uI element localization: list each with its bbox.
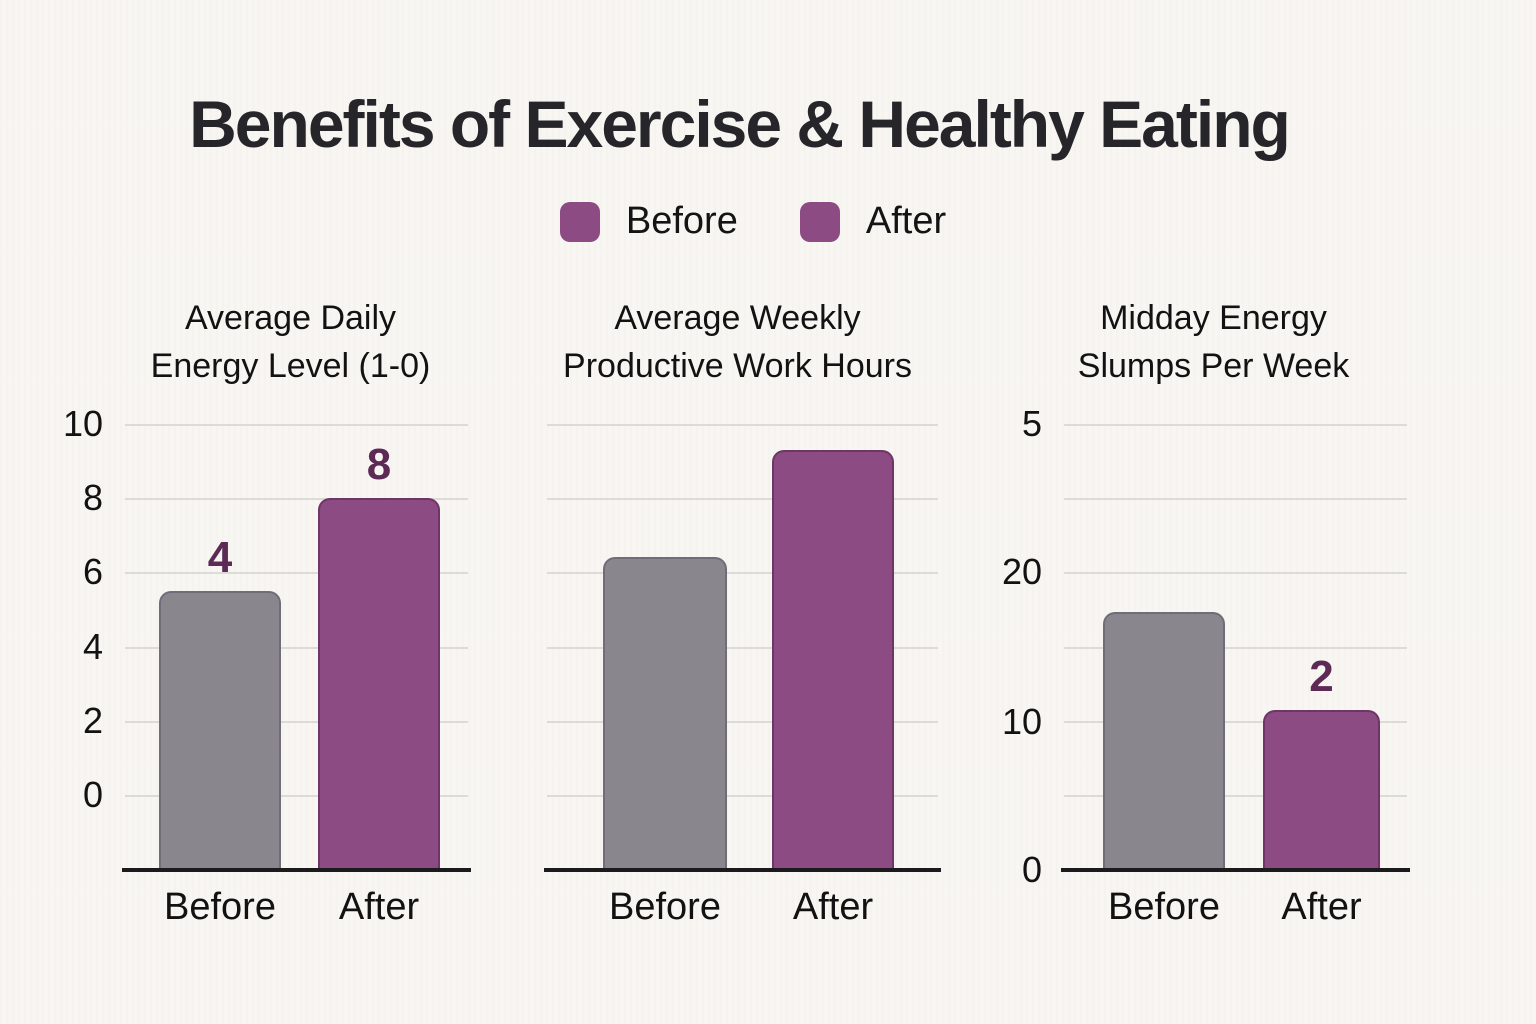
chart-2-x-axis-line (544, 868, 941, 872)
chart-2-x-label-before: Before (609, 886, 721, 928)
chart-3-bar-before (1103, 612, 1225, 870)
chart-3-title-line: Midday Energy (1100, 299, 1327, 337)
chart-1-x-label-before: Before (164, 886, 276, 928)
chart-2-gridline (547, 795, 938, 797)
chart-2-title: Average Weekly Productive Work Hours (412, 294, 1063, 390)
chart-1-y-tick: 0 (82, 774, 103, 815)
legend-swatch-icon (799, 201, 840, 242)
chart-2-bar-before (603, 557, 727, 870)
legend-swatch-icon (559, 201, 600, 242)
chart-3-title-line: Slumps Per Week (1077, 347, 1350, 385)
chart-3-x-label-before: Before (1108, 886, 1220, 928)
chart-2-x-label-after: After (792, 886, 874, 928)
chart-3-gridline (1064, 721, 1407, 723)
chart-1-gridline (125, 424, 468, 426)
chart-2-bar-after (772, 450, 894, 870)
chart-2-gridline (547, 424, 938, 426)
legend-item-after: After (799, 200, 947, 243)
legend-label: After (865, 200, 947, 242)
chart-3-gridline (1064, 795, 1407, 797)
chart-3-bar-value-label: 2 (1309, 652, 1334, 701)
chart-2-title-line: Average Weekly (614, 299, 861, 337)
chart-1-title: Average Daily Energy Level (1-0) (0, 294, 592, 390)
chart-1-gridline (125, 795, 468, 797)
chart-1-y-tick: 10 (62, 403, 103, 444)
chart-3-title: Midday Energy Slumps Per Week (912, 294, 1515, 390)
chart-3-y-tick: 0 (1021, 849, 1042, 890)
chart-3-bar-after (1263, 710, 1380, 870)
chart-3-x-axis-line (1061, 868, 1410, 872)
legend-item-before: Before (559, 200, 738, 243)
chart-1-gridline (125, 498, 468, 500)
chart-2-gridline (547, 498, 938, 500)
chart-1-x-axis-line (122, 868, 471, 872)
chart-2-gridline (547, 572, 938, 574)
chart-1-bar-value-label: 4 (207, 533, 233, 582)
chart-3-gridline (1064, 647, 1407, 649)
chart-3-gridline (1064, 424, 1407, 426)
chart-1-y-tick: 4 (82, 626, 103, 667)
chart-3-x-label-after: After (1281, 886, 1362, 928)
chart-1-title-line: Average Daily (184, 299, 397, 337)
chart-3-y-tick: 5 (1021, 403, 1042, 444)
legend-label: Before (625, 200, 738, 242)
chart-1-bar-before (159, 591, 281, 870)
chart-2-plot: Before After (544, 424, 941, 928)
chart-1-y-tick: 8 (82, 477, 103, 518)
chart-1-y-tick: 6 (82, 551, 103, 592)
chart-1-bar-after (318, 498, 440, 870)
chart-2-title-line: Productive Work Hours (563, 347, 912, 385)
chart-1-bar-value-label: 8 (366, 440, 392, 489)
chart-3-y-tick: 20 (1001, 551, 1042, 592)
chart-1-plot: 10 8 6 4 2 0 4 Before 8 After (63, 403, 471, 928)
legend: Before After (0, 200, 1506, 243)
chart-1-gridline (125, 647, 468, 649)
chart-2-gridline (547, 721, 938, 723)
chart-1-title-line: Energy Level (1-0) (150, 347, 431, 385)
chart-3-plot: 5 20 10 0 Before 2 After (1002, 403, 1410, 928)
chart-3-gridline (1064, 572, 1407, 574)
chart-3-gridline (1064, 498, 1407, 500)
chart-2-gridline (547, 647, 938, 649)
chart-1-gridline (125, 572, 468, 574)
chart-1-y-tick: 2 (82, 700, 103, 741)
page-title: Benefits of Exercise & Healthy Eating (189, 87, 1291, 161)
chart-1-gridline (125, 721, 468, 723)
chart-1-x-label-after: After (338, 886, 420, 928)
chart-3-y-tick: 10 (1001, 701, 1042, 742)
